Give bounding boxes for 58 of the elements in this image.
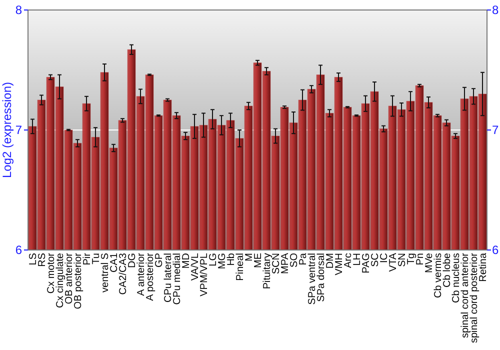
x-tick-label: Pir (82, 252, 93, 266)
x-tick-label: SC (370, 253, 381, 267)
x-tick-label: DM (325, 253, 336, 269)
x-tick-label: Tu (91, 253, 102, 264)
x-tick-label: CA1 (109, 252, 120, 272)
y2-tick-label: 7 (492, 123, 499, 138)
x-tick-label: A anterior (136, 252, 147, 296)
x-tick-label: SO (289, 252, 300, 268)
x-tick-label: spinal cord posterior (469, 252, 480, 344)
x-tick-label: Arc (343, 253, 354, 268)
x-tick-label: Cx cingulate (55, 252, 66, 308)
x-tick-label: Cb vermis (433, 253, 444, 298)
x-tick-label: MG (217, 252, 228, 270)
y2-tick-label: 6 (492, 243, 499, 258)
x-tick-label: PAG (361, 252, 372, 274)
x-tick-label: CPu lateral (163, 253, 174, 302)
x-tick-label: GP (154, 252, 165, 268)
x-tick-label: VTA (388, 252, 399, 272)
x-tick-label: Retina (478, 252, 489, 282)
y-axis-title: Log2 (expression) (0, 82, 14, 178)
y2-tick-label: 8 (492, 3, 499, 18)
x-tick-label: Cb lobe (442, 252, 453, 288)
x-tick-label: OB anterior (64, 252, 75, 304)
x-tick-label: ME (253, 252, 264, 268)
x-tick-label: VA/VL (190, 252, 201, 281)
x-tick-label: IC (379, 253, 390, 263)
y-tick-label: 7 (15, 123, 22, 138)
x-tick-label: M (244, 253, 255, 262)
x-tick-label: spinal cord anterior (460, 252, 471, 338)
x-tick-label: A posterior (145, 252, 156, 301)
x-tick-label: Pn (415, 253, 426, 266)
x-tick-label: SN (397, 253, 408, 267)
x-tick-label: MVe (424, 252, 435, 274)
x-tick-label: Cx motor (46, 252, 57, 294)
x-tick-label: Pineal (235, 253, 246, 281)
x-tick-label: Pituitary (262, 253, 273, 290)
x-tick-label: SPa dorsal (316, 253, 327, 302)
x-tick-label: VMH (334, 253, 345, 276)
x-tick-label: MPA (280, 252, 291, 274)
x-tick-label: CPu medial (172, 253, 183, 305)
x-tick-label: SPa ventral (307, 253, 318, 305)
x-tick-label: Cb nucleus (451, 253, 462, 304)
x-tick-label: ventral S (100, 252, 111, 292)
x-tick-label: MD (181, 253, 192, 269)
x-tick-label: VPM/VPL (199, 252, 210, 296)
y-tick-label: 8 (15, 3, 22, 18)
x-tick-label: LH (352, 253, 363, 266)
x-tick-label: SCN (271, 253, 282, 274)
x-tick-label: OB posterior (73, 252, 84, 310)
x-tick-label: RS (37, 252, 48, 267)
x-tick-label: LS (28, 252, 39, 266)
x-tick-label: DG (127, 252, 138, 268)
x-tick-label: Pa (298, 252, 309, 266)
x-tick-label: CA2/CA3 (118, 252, 129, 295)
x-tick-label: LG (208, 252, 219, 266)
x-tick-label: Hb (226, 252, 237, 266)
x-tick-label: Tg (406, 253, 417, 265)
y-tick-label: 6 (15, 243, 22, 258)
